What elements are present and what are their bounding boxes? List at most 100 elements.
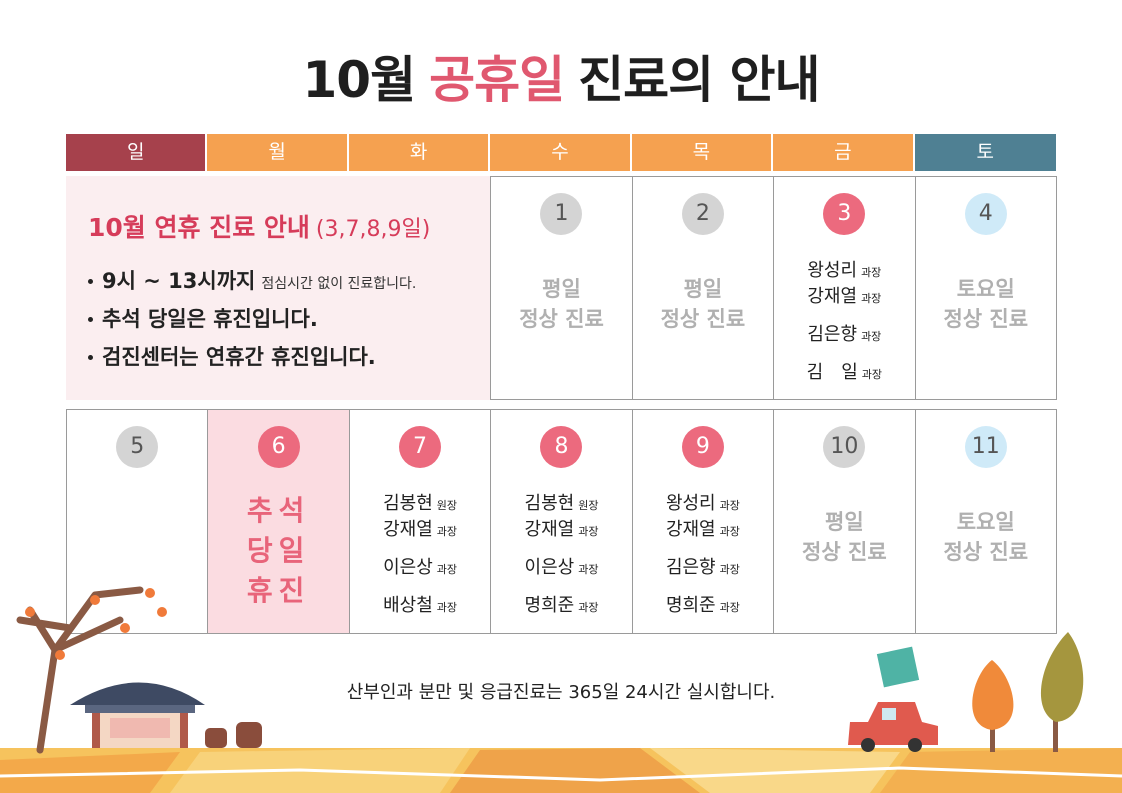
day-cell: 2 평일 정상 진료 <box>631 176 775 400</box>
notice-item-text: 9시 ~ 13시까지 <box>102 269 256 293</box>
day-number: 2 <box>681 193 724 235</box>
doctor-name: 배상철 <box>383 595 433 616</box>
closed-line: 추석 <box>246 494 311 527</box>
notice-item: 9시 ~ 13시까지 점심시간 없이 진료합니다. <box>88 262 490 300</box>
weekday-header: 화 <box>348 134 491 171</box>
day-cell: 4 토요일 정상 진료 <box>914 176 1057 400</box>
doctor-name: 왕성리 <box>807 260 858 281</box>
day-cell: 3 왕성리 과장 강재열 과장 김은향 과장 김 일 과장 <box>773 176 916 400</box>
notice-heading-text: 10월 연휴 진료 안내 <box>88 213 310 242</box>
doctor-name: 강재열 <box>383 519 433 540</box>
doctor-name: 강재열 <box>524 519 575 540</box>
doctor-name: 이은상 <box>524 557 575 578</box>
doctor-role: 과장 <box>436 563 458 576</box>
doctor-role: 원장 <box>436 499 458 512</box>
doctor-role: 과장 <box>719 601 740 614</box>
status-line: 토요일 <box>956 277 1015 301</box>
doctor: 강재열 과장 <box>774 284 914 310</box>
notice-item: 추석 당일은 휴진입니다. <box>88 300 490 338</box>
doctor-role: 과장 <box>578 563 599 576</box>
status-line: 정상 진료 <box>802 540 887 564</box>
doctor-role: 과장 <box>578 601 599 614</box>
notice-item: 검진센터는 연휴간 휴진입니다. <box>88 338 490 376</box>
notice-item-text: 추석 당일은 휴진입니다. <box>102 307 318 331</box>
doctor-role: 과장 <box>719 499 740 512</box>
doctor-list: 김봉현 원장 강재열 과장 이은상 과장 배상철 과장 <box>350 491 490 619</box>
doctor: 김봉현 원장 <box>350 491 490 517</box>
status-line: 정상 진료 <box>943 307 1029 331</box>
weekday-header: 일 <box>66 134 208 171</box>
doctor: 강재열 과장 <box>350 517 490 543</box>
notice-item-text: 검진센터는 연휴간 휴진입니다. <box>102 345 376 369</box>
doctor-role: 과장 <box>719 525 740 538</box>
day-number: 9 <box>681 426 724 468</box>
notice-items: 9시 ~ 13시까지 점심시간 없이 진료합니다. 추석 당일은 휴진입니다. 검진센… <box>88 262 490 376</box>
doctor-list: 김봉현 원장 강재열 과장 이은상 과장 명희준 과장 <box>491 491 631 619</box>
doctor: 왕성리 과장 <box>774 258 914 284</box>
doctor-role: 과장 <box>436 525 458 538</box>
doctor-role: 과장 <box>861 330 882 343</box>
day-cell: 9 왕성리 과장 강재열 과장 김은향 과장 명희준 과장 <box>631 409 775 634</box>
day-number: 10 <box>823 426 866 468</box>
doctor-name: 명희준 <box>665 595 716 616</box>
closed-line: 휴진 <box>246 574 311 607</box>
day-number: 6 <box>257 426 300 468</box>
doctor-name: 명희준 <box>524 595 575 616</box>
doctor-role: 과장 <box>861 292 882 305</box>
notice-item-note: 점심시간 없이 진료합니다. <box>261 276 417 292</box>
bullet <box>88 317 93 322</box>
bullet <box>88 355 93 360</box>
day-number: 1 <box>540 193 583 235</box>
day-number: 3 <box>823 193 866 235</box>
doctor-name: 강재열 <box>665 519 716 540</box>
status-line: 정상 진료 <box>519 307 604 331</box>
day-cell: 8 김봉현 원장 강재열 과장 이은상 과장 명희준 과장 <box>490 409 633 634</box>
status-line: 토요일 <box>956 510 1015 534</box>
doctor: 강재열 과장 <box>633 517 773 543</box>
doctor: 이은상 과장 <box>350 555 490 581</box>
doctor: 김 일 과장 <box>774 360 914 386</box>
doctor: 명희준 과장 <box>491 593 631 619</box>
doctor-role: 원장 <box>578 499 599 512</box>
doctor-list: 왕성리 과장 강재열 과장 김은향 과장 명희준 과장 <box>633 491 773 619</box>
day-number: 11 <box>964 426 1007 468</box>
weekday-header: 금 <box>773 134 915 171</box>
day-cell: 7 김봉현 원장 강재열 과장 이은상 과장 배상철 과장 <box>348 409 492 634</box>
status-line: 정상 진료 <box>660 307 746 331</box>
day-cell: 5 <box>66 409 209 634</box>
doctor-name: 김봉현 <box>383 493 433 514</box>
doctor-name: 강재열 <box>807 286 858 307</box>
day-number: 8 <box>540 426 583 468</box>
footer: 산부인과 분만 및 응급진료는 365일 24시간 실시합니다. <box>346 682 776 703</box>
doctor-role: 과장 <box>436 601 458 614</box>
title: 10월 공휴일 진료의 안내 <box>0 40 1122 112</box>
weekday-header: 월 <box>207 134 349 171</box>
doctor: 김은향 과장 <box>774 322 914 348</box>
closed-line: 당일 <box>246 534 311 567</box>
notice-heading: 10월 연휴 진료 안내 (3,7,8,9일) <box>88 208 490 244</box>
day-number: 5 <box>116 426 159 468</box>
doctor-name: 김 일 <box>806 362 858 383</box>
title-prefix: 10월 <box>302 51 416 109</box>
title-suffix: 진료의 안내 <box>578 51 820 109</box>
status-line: 평일 <box>542 277 581 301</box>
notice: 10월 연휴 진료 안내 (3,7,8,9일) 9시 ~ 13시까지 점심시간 없이… <box>66 176 490 400</box>
doctor-role: 과장 <box>861 266 882 279</box>
day-number: 7 <box>399 426 442 468</box>
status-line: 정상 진료 <box>943 540 1029 564</box>
doctor: 김은향 과장 <box>633 555 773 581</box>
bullet <box>88 279 93 284</box>
doctor-name: 이은상 <box>383 557 433 578</box>
doctor: 강재열 과장 <box>491 517 631 543</box>
status-line: 평일 <box>825 510 864 534</box>
ground <box>0 748 1122 793</box>
day-status: 평일 정상 진료 <box>633 274 773 334</box>
doctor-role: 과장 <box>861 368 883 381</box>
